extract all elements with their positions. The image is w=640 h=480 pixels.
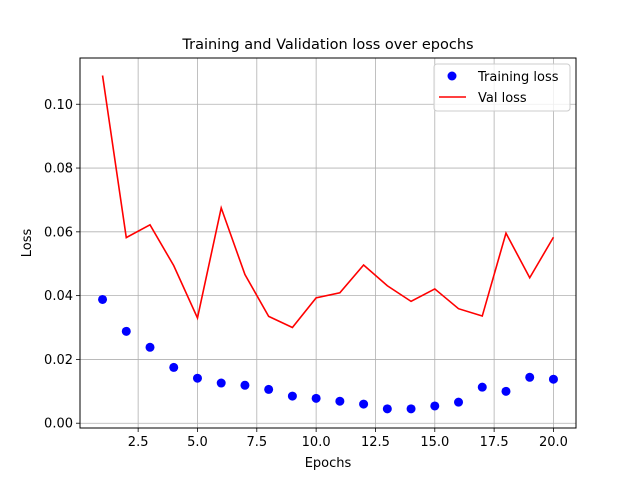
training-loss-point — [359, 399, 369, 409]
legend-training-label: Training loss — [477, 70, 559, 85]
y-axis-label: Loss — [20, 229, 35, 258]
y-tick-label: 0.04 — [44, 289, 73, 304]
training-loss-point — [382, 404, 392, 414]
x-tick-label: 17.5 — [480, 435, 509, 450]
y-tick-label: 0.10 — [44, 98, 73, 113]
series-layer — [98, 75, 558, 414]
training-loss-point — [192, 373, 202, 383]
x-axis-label: Epochs — [305, 456, 352, 471]
training-loss-point — [525, 372, 535, 382]
x-tick-label: 10.0 — [302, 435, 331, 450]
x-tick-label: 2.5 — [128, 435, 149, 450]
x-tick-label: 7.5 — [246, 435, 267, 450]
legend-training-marker — [447, 71, 457, 81]
training-loss-point — [454, 397, 464, 407]
training-loss-point — [477, 382, 487, 392]
legend: Training loss Val loss — [433, 63, 571, 112]
training-loss-point — [548, 374, 558, 384]
val-loss-line — [101, 75, 555, 329]
x-tick-label: 15.0 — [420, 435, 449, 450]
training-loss-point — [335, 396, 345, 406]
training-loss-point — [406, 404, 416, 414]
training-loss-point — [287, 391, 297, 401]
y-tick-label: 0.08 — [44, 162, 73, 177]
plot-frame — [79, 57, 577, 429]
chart-title: Training and Validation loss over epochs — [181, 37, 473, 53]
training-loss-point — [430, 401, 440, 411]
training-loss-point — [264, 384, 274, 394]
axes: 2.5 5.0 7.5 10.0 12.5 15.0 17.5 20.0 0.00 0.02 0.0… — [44, 98, 568, 450]
training-loss-point — [501, 386, 511, 396]
training-loss-point — [145, 342, 155, 352]
training-loss-point — [98, 294, 108, 304]
training-loss-point — [240, 380, 250, 390]
training-loss-point — [311, 393, 321, 403]
training-loss-point — [216, 378, 226, 388]
y-tick-label: 0.00 — [44, 417, 73, 432]
x-tick-label: 12.5 — [361, 435, 390, 450]
training-loss-point — [169, 362, 179, 372]
x-tick-label: 20.0 — [539, 435, 568, 450]
training-loss-point — [121, 326, 131, 336]
y-tick-label: 0.06 — [44, 225, 73, 240]
y-tick-label: 0.02 — [44, 353, 73, 368]
legend-box — [433, 63, 571, 112]
legend-val-label: Val loss — [478, 91, 527, 106]
x-tick-label: 5.0 — [187, 435, 208, 450]
